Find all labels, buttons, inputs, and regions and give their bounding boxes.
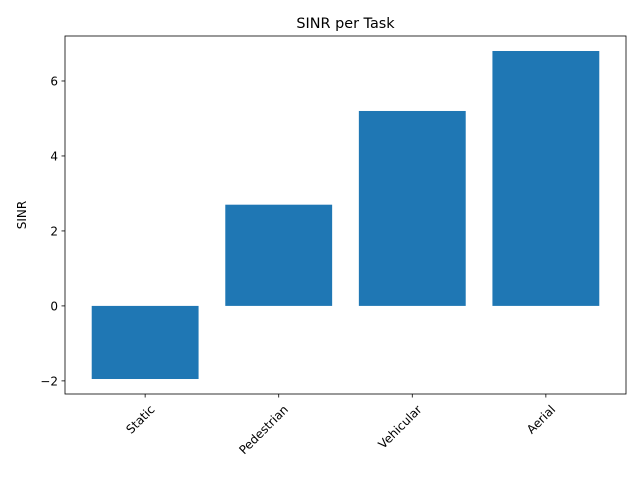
bar-pedestrian	[225, 204, 333, 306]
y-tick-label: 0	[50, 299, 58, 313]
y-tick-label: 2	[50, 224, 58, 238]
y-tick-label: 4	[50, 149, 58, 163]
x-axis-ticks: Static Pedestrian Vehicular Aerial	[123, 394, 558, 457]
y-tick-label: 6	[50, 74, 58, 88]
y-axis-title: SINR	[15, 201, 29, 229]
chart-title: SINR per Task	[296, 16, 395, 32]
bars-group	[91, 50, 600, 380]
x-tick-label-static: Static	[123, 402, 157, 436]
plot-area-frame	[64, 35, 627, 395]
y-axis-ticks: −2 0 2 4 6	[40, 74, 65, 388]
bar-static	[91, 305, 199, 380]
bar-aerial	[492, 50, 600, 306]
x-tick-label-pedestrian: Pedestrian	[236, 402, 291, 457]
y-tick-label: −2	[40, 374, 58, 388]
bar-vehicular	[358, 110, 466, 306]
x-tick-label-vehicular: Vehicular	[376, 402, 425, 451]
x-tick-label-aerial: Aerial	[524, 402, 558, 436]
